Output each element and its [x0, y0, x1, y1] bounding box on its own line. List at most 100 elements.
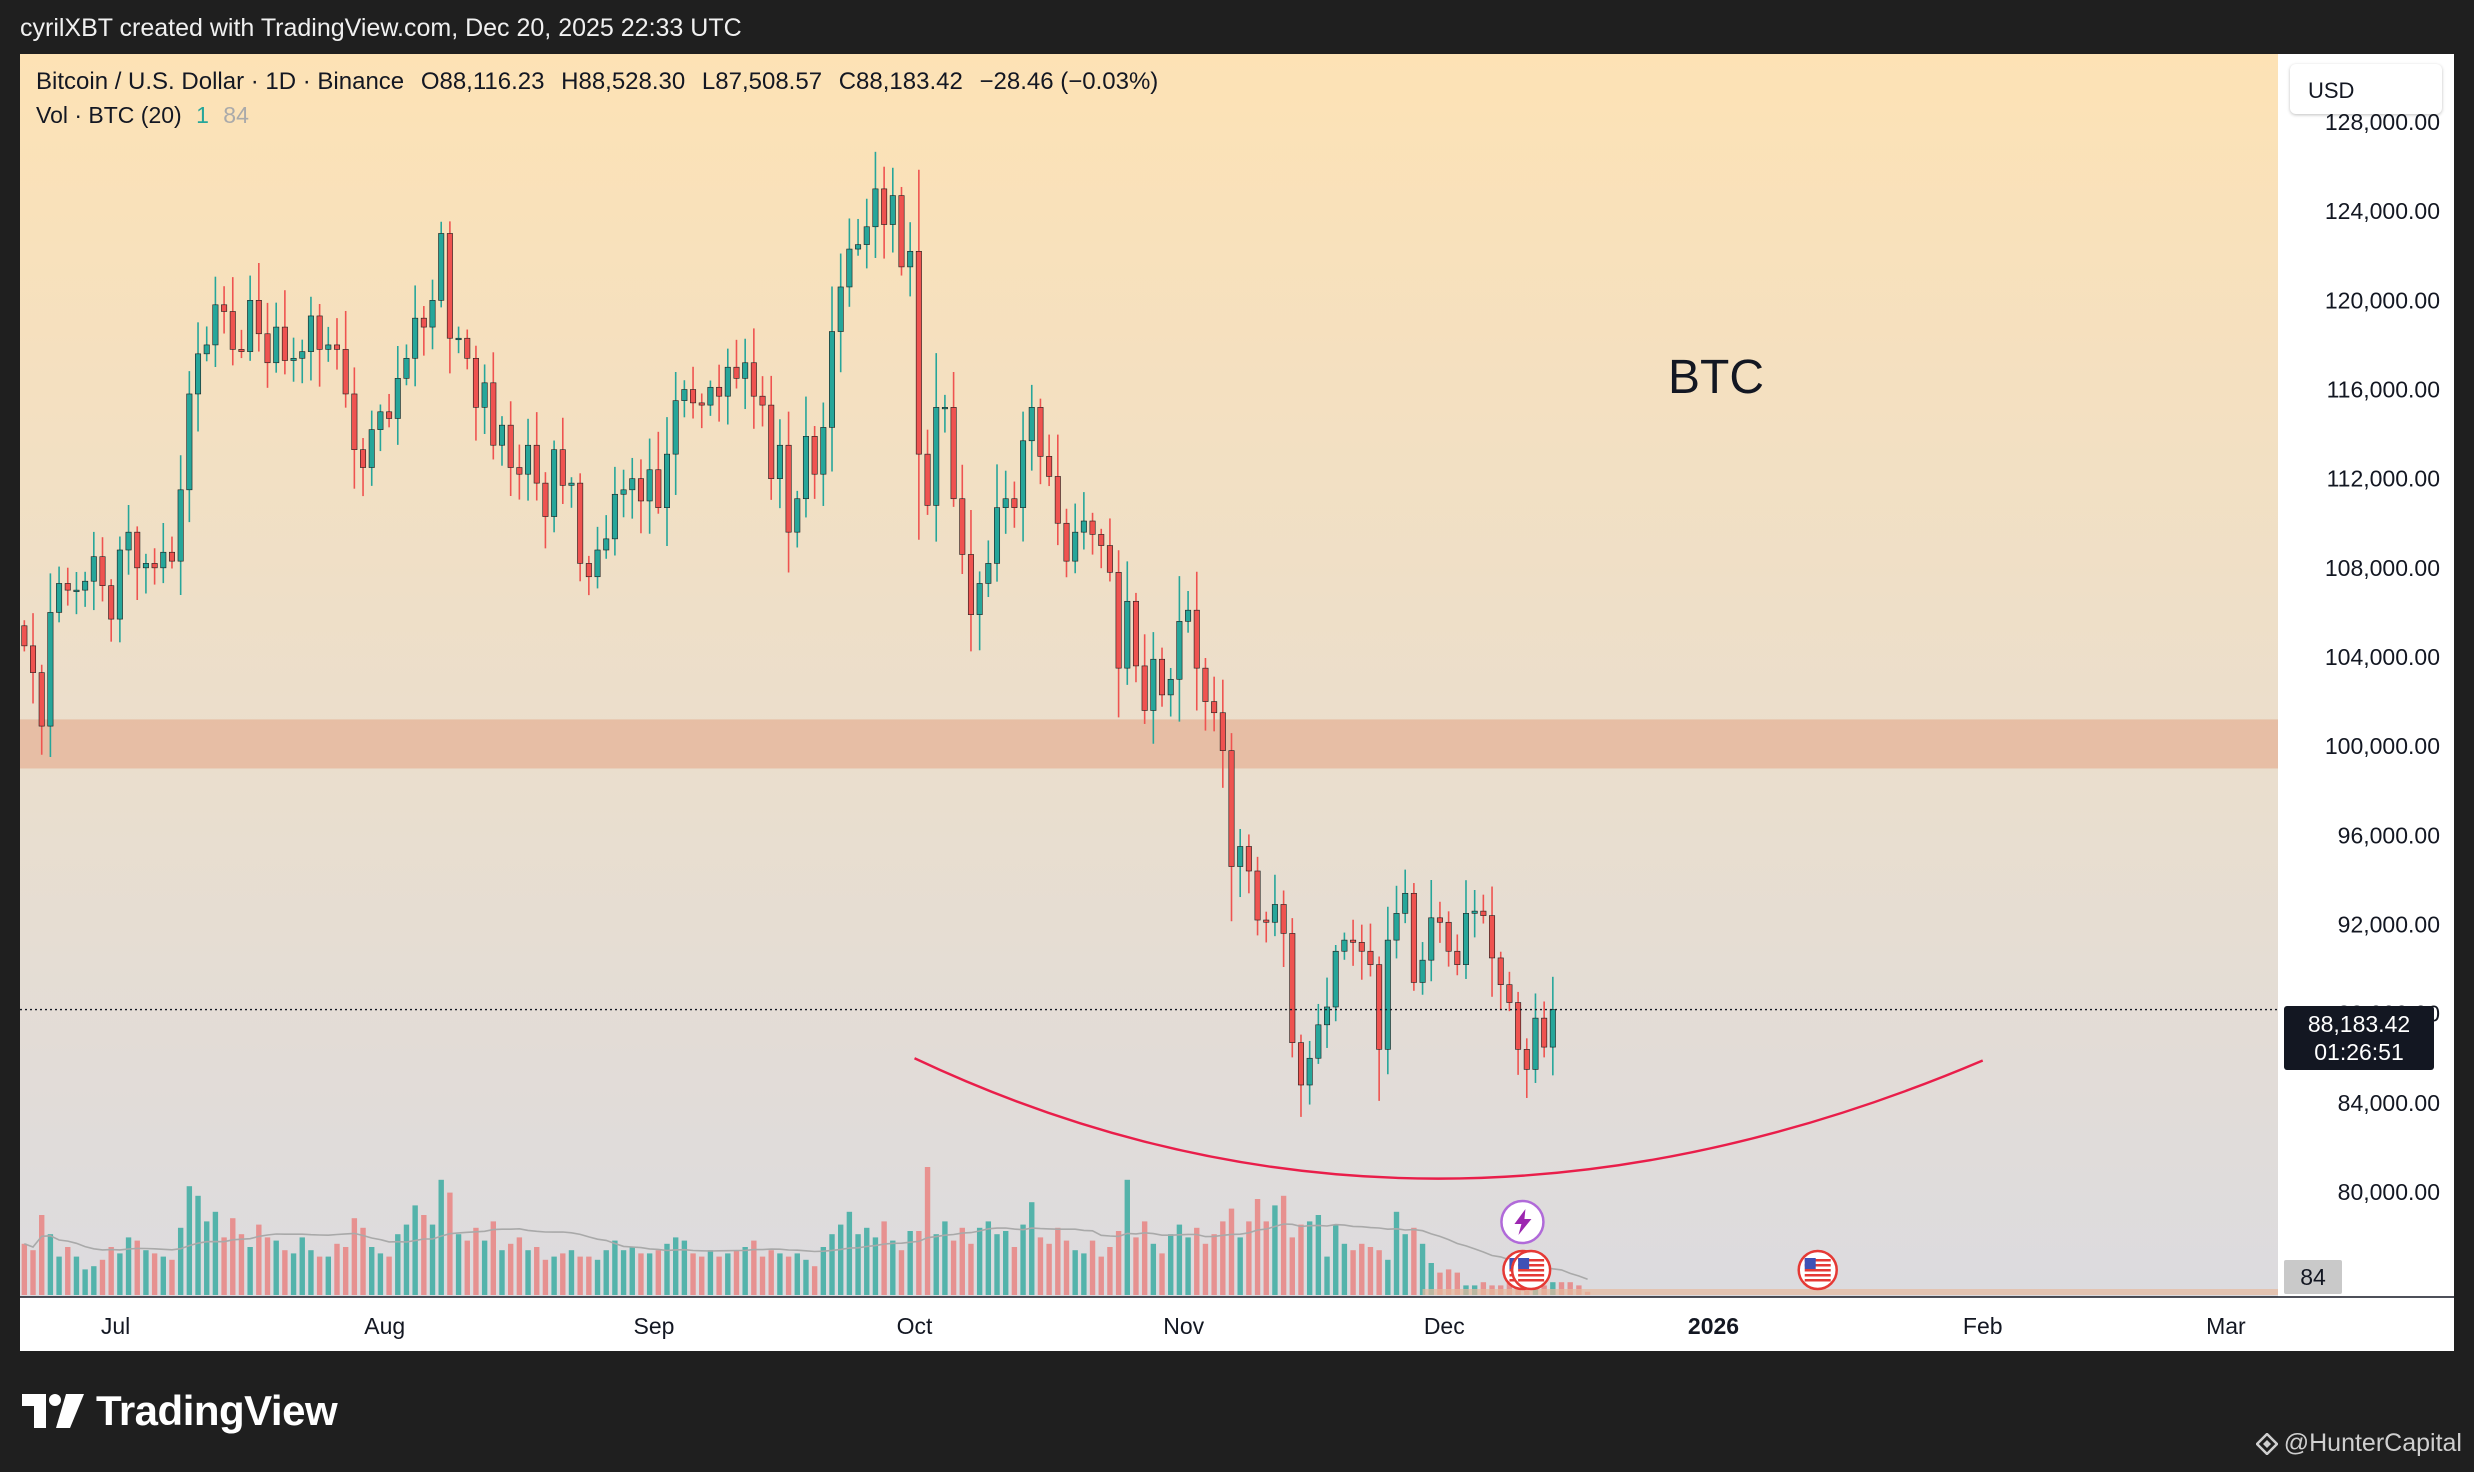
- volume-bar: [1246, 1221, 1252, 1295]
- candle-body: [186, 393, 193, 491]
- volume-bar: [1150, 1243, 1157, 1295]
- price-tick-label: 124,000.00: [2325, 198, 2440, 224]
- price-tick-label: 96,000.00: [2338, 822, 2440, 848]
- candle: [1098, 528, 1105, 569]
- legend-change: −28.46 (−0.03%): [979, 68, 1159, 95]
- candle: [1106, 518, 1113, 582]
- candle-body: [1315, 1024, 1322, 1059]
- volume-bar: [594, 1259, 601, 1295]
- volume-bar: [950, 1240, 957, 1295]
- candle-body: [221, 304, 228, 312]
- currency-button[interactable]: USD: [2290, 64, 2442, 114]
- candle: [681, 380, 688, 418]
- candle: [1028, 384, 1035, 471]
- candle: [1445, 911, 1452, 967]
- candle-body: [1324, 1006, 1331, 1026]
- candle-body: [412, 317, 419, 359]
- volume-bar: [864, 1227, 870, 1295]
- volume-bar: [499, 1250, 505, 1295]
- candle: [1132, 592, 1139, 683]
- candle: [915, 169, 922, 540]
- candle: [785, 411, 792, 573]
- candle-body: [108, 585, 115, 620]
- candle: [1428, 880, 1435, 982]
- candle-body: [30, 645, 37, 673]
- candlestick-chart[interactable]: 80,000.0084,000.0088,000.0092,000.0096,0…: [20, 54, 2454, 1351]
- candle: [750, 328, 757, 429]
- candle-body: [829, 331, 836, 428]
- volume-bar: [429, 1224, 436, 1295]
- candle: [490, 352, 497, 460]
- candle-body: [525, 444, 532, 475]
- flag-stripe: [1804, 1279, 1831, 1282]
- candle-body: [47, 612, 54, 727]
- candle-body: [889, 195, 896, 225]
- candle-body: [759, 395, 766, 406]
- volume-bar: [1029, 1202, 1035, 1295]
- candle: [646, 438, 653, 534]
- time-tick-label: Nov: [1163, 1313, 1204, 1339]
- legend-high: H88,528.30: [561, 68, 686, 95]
- candle: [1358, 924, 1365, 980]
- volume-bar: [620, 1250, 627, 1295]
- candle: [1384, 906, 1391, 1075]
- volume-bar: [1168, 1234, 1174, 1295]
- candle-body: [325, 344, 332, 350]
- candle-body: [1410, 892, 1417, 983]
- volume-bar: [264, 1237, 271, 1295]
- candle: [1141, 634, 1148, 724]
- candle-body: [1462, 913, 1469, 965]
- candle: [73, 571, 80, 615]
- candle-body: [168, 551, 175, 562]
- candle-body: [21, 625, 28, 647]
- last-price-value: 88,183.42: [2307, 1011, 2411, 1037]
- candle-body: [594, 549, 601, 578]
- flag-canton: [1804, 1258, 1816, 1269]
- candle-body: [863, 226, 870, 245]
- candle-body: [855, 244, 862, 250]
- candle: [1350, 919, 1357, 966]
- time-axis-background: [20, 1297, 2454, 1351]
- volume-bar: [1393, 1211, 1400, 1295]
- candle: [811, 426, 818, 499]
- candle: [898, 186, 905, 276]
- candle: [664, 417, 670, 547]
- candle: [637, 459, 644, 534]
- candle-body: [316, 315, 323, 350]
- candle-body: [1167, 678, 1174, 696]
- volume-bar: [134, 1240, 140, 1295]
- volume-bar: [386, 1256, 392, 1295]
- candle: [559, 417, 566, 504]
- candle: [611, 466, 618, 556]
- volume-bar: [1263, 1221, 1269, 1295]
- chart-frame[interactable]: 80,000.0084,000.0088,000.0092,000.0096,0…: [20, 54, 2454, 1351]
- volume-bar: [1402, 1234, 1408, 1295]
- candle: [1020, 411, 1027, 542]
- candle-body: [603, 538, 610, 551]
- candle: [368, 410, 375, 486]
- volume-bar: [1194, 1227, 1200, 1295]
- candle: [1011, 481, 1018, 528]
- candle: [203, 326, 210, 362]
- candle-body: [1350, 939, 1357, 943]
- candle-body: [1037, 407, 1044, 457]
- volume-bar: [1437, 1272, 1443, 1295]
- volume-bar: [907, 1231, 913, 1295]
- flag-stripe: [1518, 1279, 1545, 1282]
- candle: [542, 472, 549, 549]
- candle-body: [1150, 658, 1157, 711]
- candle: [672, 371, 679, 495]
- candle-body: [264, 333, 271, 364]
- candle-body: [655, 469, 662, 508]
- volume-bar: [247, 1247, 253, 1295]
- candle: [160, 522, 167, 584]
- candle: [707, 380, 714, 416]
- volume-bar: [1480, 1282, 1487, 1295]
- tradingview-logo-icon: [22, 1394, 84, 1428]
- candle-body: [724, 366, 731, 397]
- legend-volume-value-2: 84: [223, 102, 249, 128]
- candle-body: [429, 300, 436, 328]
- candle-body: [438, 233, 445, 301]
- volume-bar: [73, 1256, 80, 1295]
- tradingview-brand[interactable]: TradingView: [22, 1387, 338, 1435]
